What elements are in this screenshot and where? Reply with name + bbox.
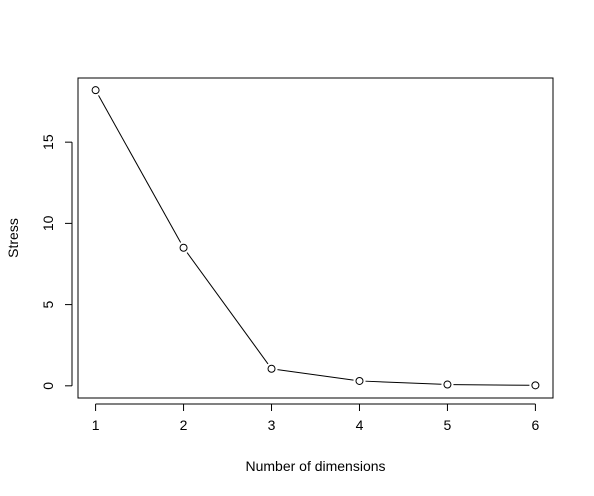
y-axis: 0 5 10 15 bbox=[40, 134, 73, 390]
data-point bbox=[355, 376, 364, 385]
y-tick-label: 10 bbox=[40, 215, 56, 231]
data-point bbox=[91, 86, 100, 95]
data-point bbox=[179, 243, 188, 252]
plot-frame bbox=[77, 77, 554, 399]
x-tick-label: 1 bbox=[92, 417, 100, 433]
y-tick-label: 15 bbox=[40, 134, 56, 150]
series-layer bbox=[98, 95, 530, 386]
x-tick-label: 5 bbox=[444, 417, 452, 433]
y-axis-title: Stress bbox=[5, 218, 21, 258]
x-axis-title: Number of dimensions bbox=[245, 458, 385, 474]
data-point bbox=[531, 381, 540, 390]
series-line-segment bbox=[277, 369, 354, 381]
plot-area bbox=[77, 77, 554, 399]
x-tick-label: 2 bbox=[180, 417, 188, 433]
series-line-segment bbox=[453, 384, 530, 386]
x-tick-label: 6 bbox=[532, 417, 540, 433]
x-tick-label: 4 bbox=[356, 417, 364, 433]
series-line-segment bbox=[98, 95, 182, 243]
series-line-segment bbox=[186, 252, 269, 365]
data-point bbox=[443, 380, 452, 389]
data-point bbox=[267, 364, 276, 373]
marker-layer bbox=[91, 86, 540, 390]
x-axis: 1 2 3 4 5 6 bbox=[92, 403, 540, 433]
x-tick-label: 3 bbox=[268, 417, 276, 433]
series-line-segment bbox=[365, 380, 442, 385]
y-tick-label: 0 bbox=[40, 382, 56, 390]
y-tick-label: 5 bbox=[40, 300, 56, 308]
